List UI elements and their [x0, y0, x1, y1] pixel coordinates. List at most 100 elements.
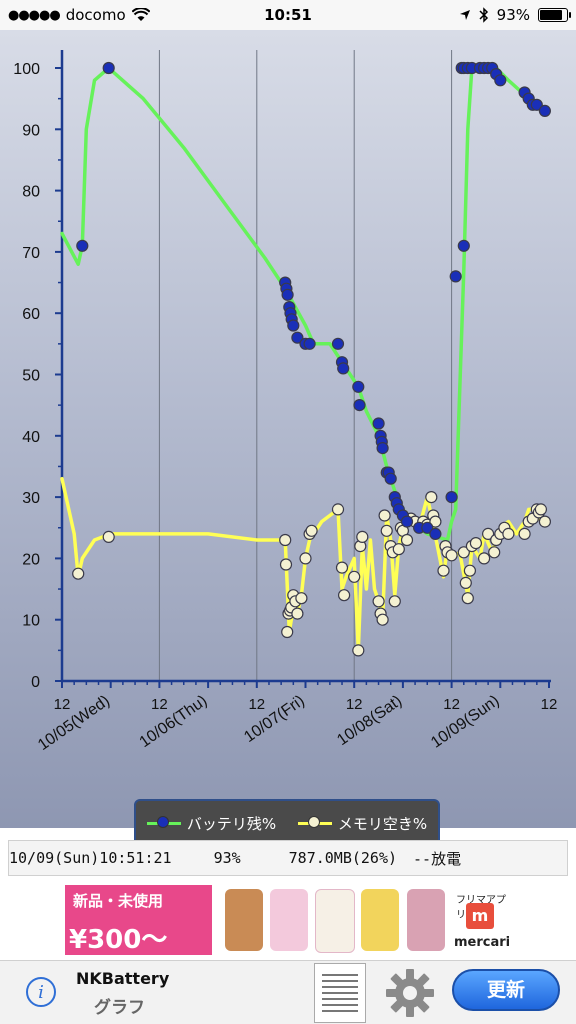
info-circle-icon[interactable]: i [26, 977, 56, 1007]
carrier-name: docomo [65, 6, 126, 24]
y-tick-label: 80 [22, 184, 40, 201]
memory-point [392, 543, 405, 556]
y-tick-label: 60 [22, 306, 40, 323]
list-document-icon[interactable] [314, 963, 366, 1023]
battery-point [429, 527, 442, 540]
memory-point [291, 607, 304, 620]
battery-point [449, 270, 462, 283]
battery-point [76, 239, 89, 252]
memory-series-line [60, 476, 543, 653]
memory-point [445, 549, 458, 562]
battery-fill [540, 10, 563, 20]
memory-point [463, 564, 476, 577]
battery-icon [538, 8, 571, 22]
battery-series-line [60, 66, 547, 542]
battery-point [494, 74, 507, 87]
memory-point [348, 570, 361, 583]
battery-point [445, 491, 458, 504]
memory-point [338, 589, 351, 602]
battery-point [376, 442, 389, 455]
y-tick-label: 90 [22, 122, 40, 139]
x-date-label: 10/06(Thu) [137, 692, 211, 751]
memory-point [376, 613, 389, 626]
battery-point [291, 331, 304, 344]
memory-point [425, 491, 438, 504]
y-tick-label: 70 [22, 245, 40, 262]
legend-entry-battery: バッテリ残% [146, 813, 277, 834]
x-tick-label: 12 [541, 696, 558, 713]
memory-point [352, 644, 365, 657]
memory-point [295, 592, 308, 605]
x-date-label: 10/05(Wed) [35, 692, 113, 754]
memory-point [482, 527, 495, 540]
x-tick-label: 12 [346, 696, 363, 713]
battery-point [530, 98, 543, 111]
gear-icon[interactable] [384, 967, 436, 1019]
memory-point [459, 576, 472, 590]
bottom-toolbar: i NKBattery グラフ 更新 [0, 960, 576, 1024]
memory-point [279, 533, 292, 547]
battery-point [352, 380, 365, 393]
memory-point [538, 515, 552, 528]
memory-point [478, 552, 491, 565]
ad-product-image [270, 889, 308, 951]
memory-point [437, 564, 450, 577]
current-status-row: 10/09(Sun)10:51:21 93% 787.0MB(26%) --放電 [8, 840, 568, 876]
memory-point [534, 503, 548, 516]
x-tick-label: 12 [443, 696, 460, 713]
wifi-icon [131, 8, 150, 21]
memory-point [335, 561, 349, 574]
status-time: 10:51 [264, 6, 312, 24]
memory-point [461, 592, 474, 605]
battery-point [538, 104, 552, 118]
update-button[interactable]: 更新 [452, 969, 560, 1011]
memory-point [400, 533, 414, 547]
battery-point [303, 337, 316, 350]
battery-point [421, 521, 434, 534]
ad-price-text: ¥300〜 [69, 925, 168, 955]
ad-product-image [407, 889, 445, 951]
memory-point [356, 530, 369, 543]
memory-point [502, 527, 515, 540]
memory-point [457, 546, 470, 559]
bluetooth-icon [479, 7, 488, 23]
battery-percent: 93% [496, 6, 530, 24]
chart-legend: バッテリ残% メモリ空き% [134, 799, 440, 847]
battery-point [400, 515, 414, 528]
x-tick-label: 12 [248, 696, 265, 713]
mercari-box-icon: m [466, 903, 494, 929]
battery-point [287, 319, 300, 332]
memory-point [299, 552, 312, 565]
y-tick-label: 40 [22, 429, 40, 446]
ad-brand-kana: フリマアプリ [456, 895, 506, 921]
y-tick-label: 20 [22, 551, 40, 568]
ad-banner[interactable]: 新品・未使用 ¥300〜 フリマアプリ m mercari [65, 885, 512, 955]
signal-strength-icon: ●●●●● [8, 7, 61, 23]
memory-point [378, 509, 391, 522]
memory-point [429, 515, 442, 528]
mercari-logo: フリマアプリ m mercari [452, 885, 510, 955]
memory-point [488, 546, 501, 559]
x-tick-label: 12 [54, 696, 71, 713]
battery-point [102, 61, 115, 75]
y-tick-label: 100 [13, 61, 40, 78]
x-tick-label: 12 [151, 696, 168, 713]
status-bar: ●●●●● docomo 10:51 93% [0, 0, 576, 30]
battery-point [384, 472, 397, 485]
location-arrow-icon [459, 10, 470, 20]
memory-point [380, 524, 393, 537]
legend-battery-swatch [146, 816, 181, 830]
legend-memory-label: メモリ空き% [337, 814, 428, 833]
status-battery-percent: 93% [213, 849, 241, 867]
battery-point [457, 239, 470, 252]
ad-product-image [361, 889, 399, 951]
legend-entry-memory: メモリ空き% [297, 813, 428, 834]
legend-battery-label: バッテリ残% [186, 814, 277, 833]
page-name: グラフ [94, 998, 145, 1018]
y-tick-label: 50 [22, 368, 40, 385]
memory-point [279, 558, 293, 571]
status-charge-state: --放電 [413, 849, 462, 868]
battery-point [372, 417, 385, 430]
battery-memory-chart[interactable]: 0 10 20 30 40 50 60 70 80 90 100 12 10/05(Wed) 12 10/0… [0, 30, 576, 847]
